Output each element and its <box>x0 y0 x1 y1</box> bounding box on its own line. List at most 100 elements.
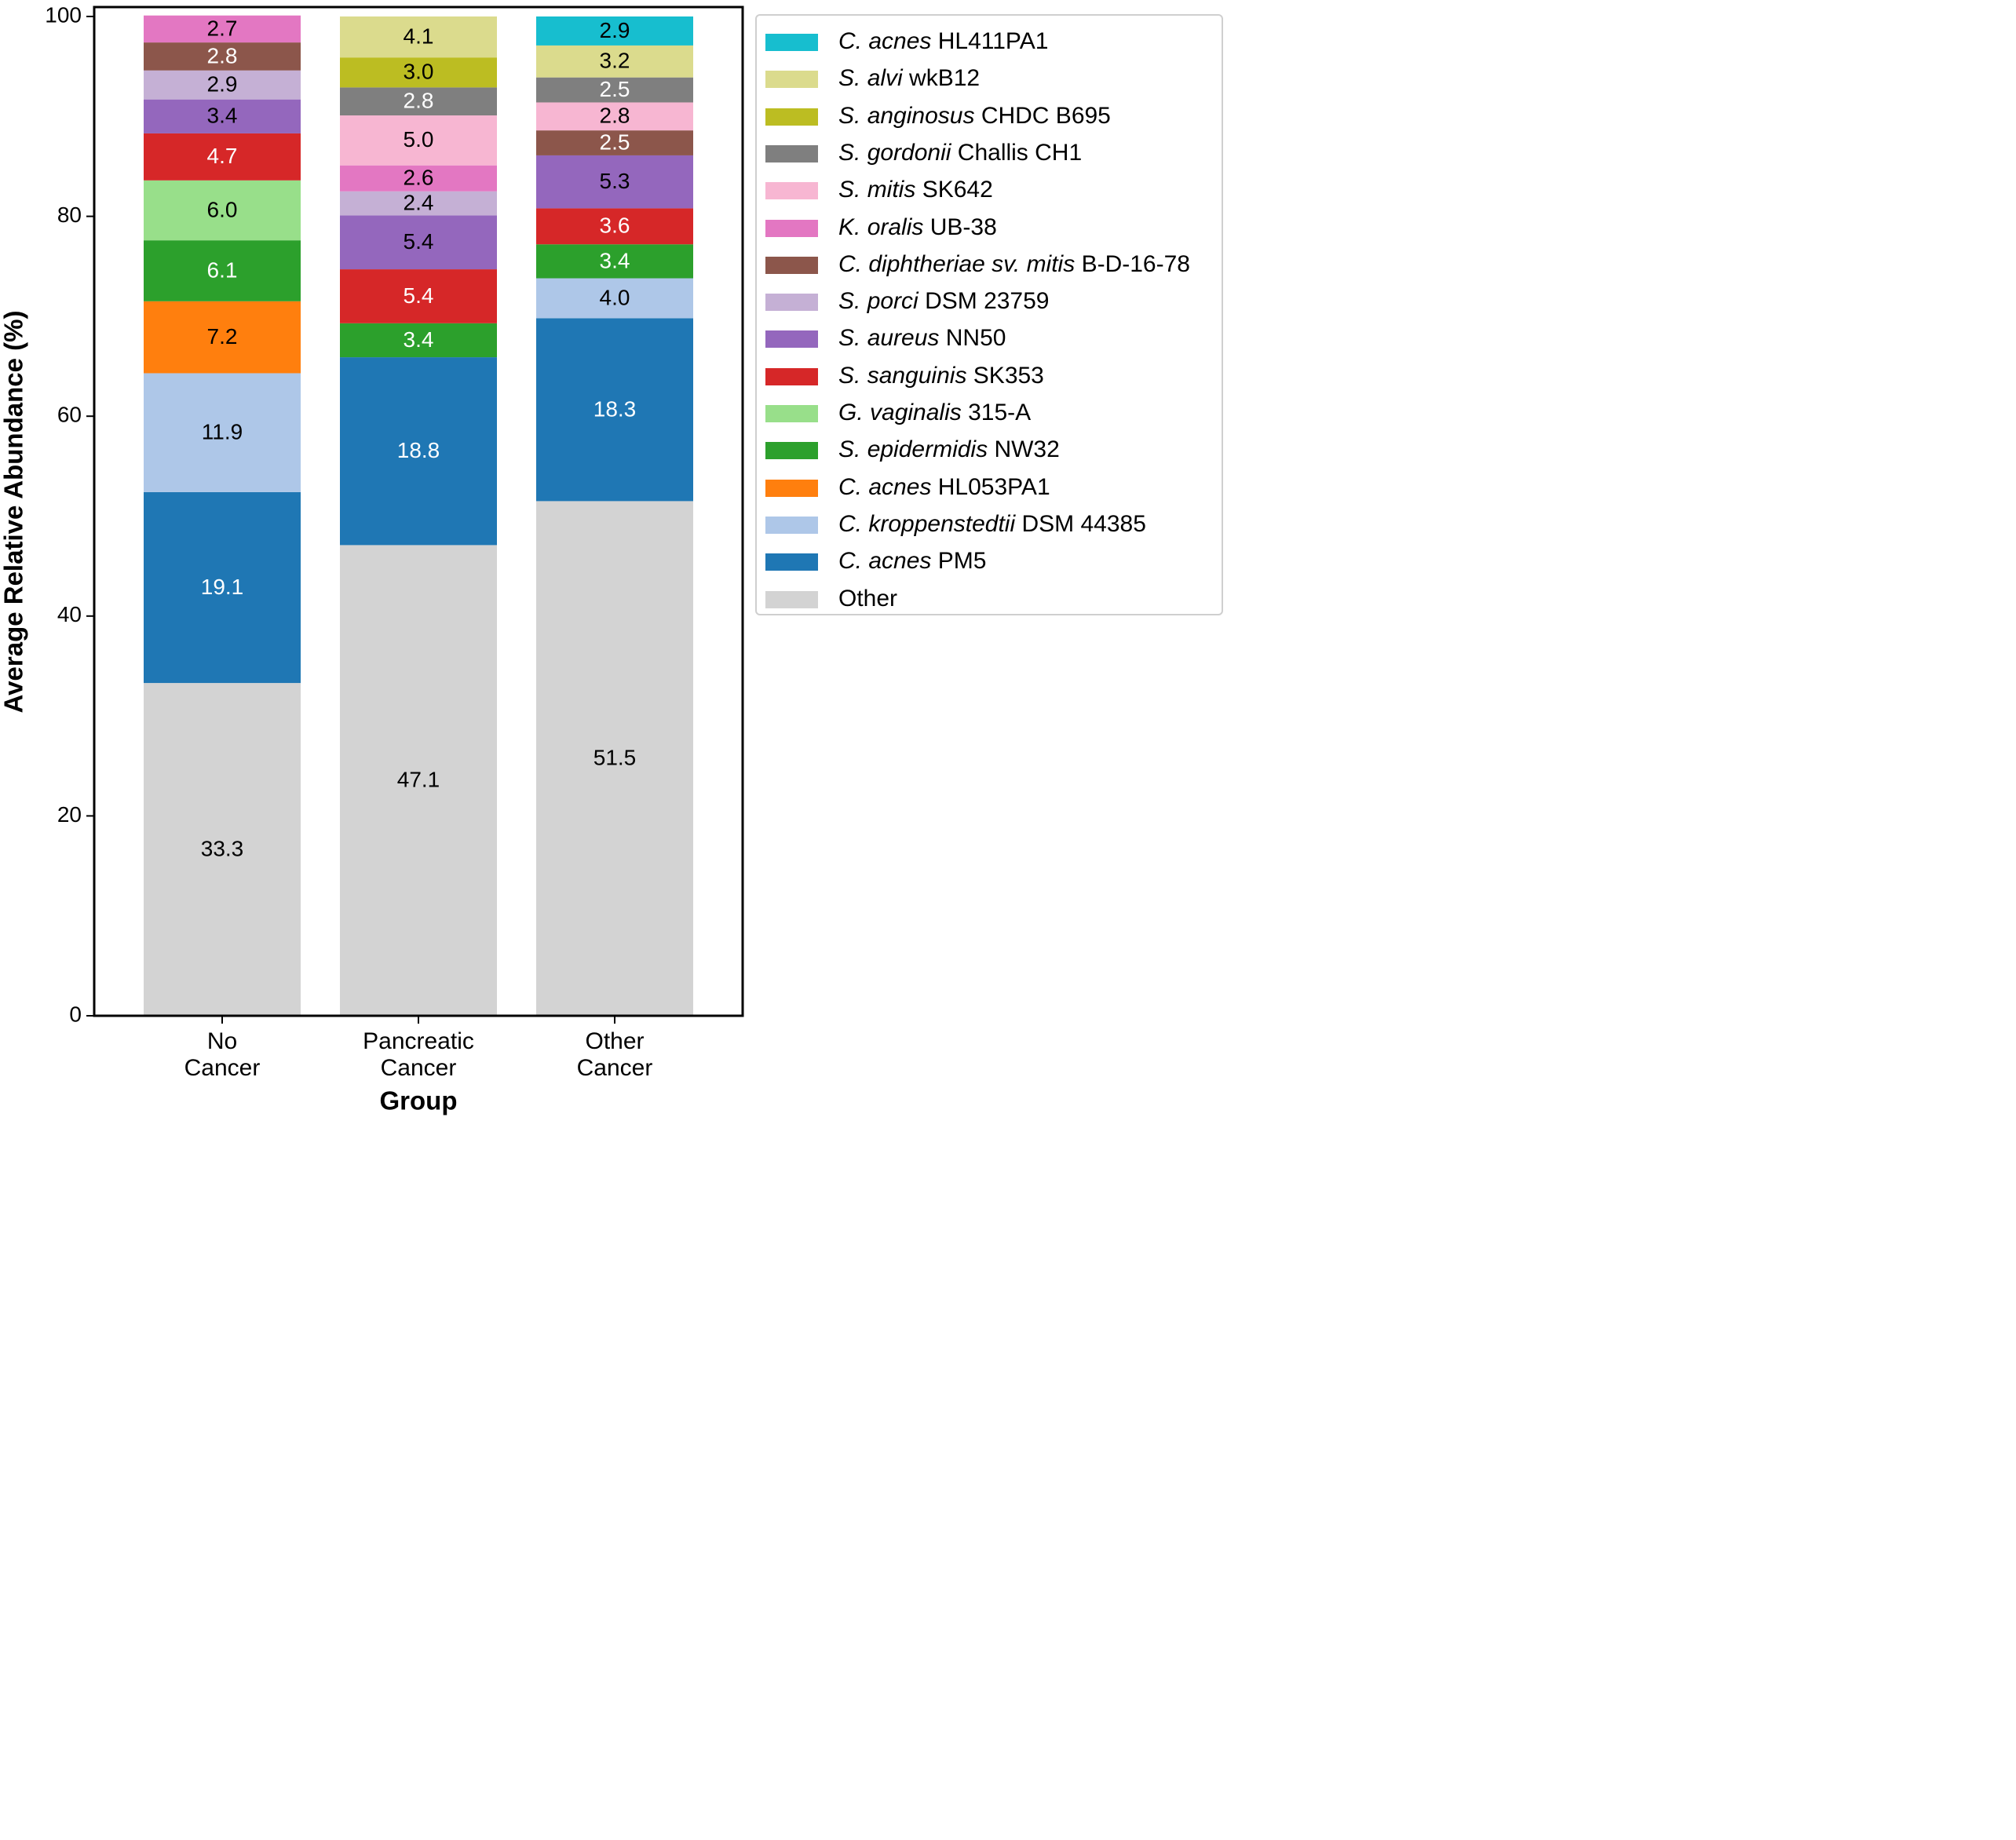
x-axis-title: Group <box>380 1086 458 1115</box>
bar-segment <box>144 70 301 100</box>
legend-label: C. acnes PM5 <box>838 546 986 577</box>
data-label: 5.3 <box>600 169 630 193</box>
data-label: 2.8 <box>600 104 630 128</box>
legend-item: C. diphtheriae sv. mitis B-D-16-78 <box>765 249 1221 280</box>
legend-genus: S. <box>838 102 867 129</box>
data-label: 2.9 <box>600 18 630 42</box>
legend-strain: DSM 44385 <box>1021 510 1146 537</box>
data-label: 5.4 <box>404 229 434 254</box>
data-label: 33.3 <box>201 836 244 860</box>
legend-label: C. kroppenstedtii DSM 44385 <box>838 509 1146 540</box>
data-label: 6.1 <box>207 257 238 282</box>
bar-segment <box>144 301 301 374</box>
bar-segment <box>340 191 497 216</box>
bar-segment <box>536 155 693 209</box>
y-axis: 0 20 40 60 80 100 <box>45 2 94 1026</box>
x-tick-label-line: Pancreatic <box>363 1028 474 1054</box>
bar-segment <box>340 87 497 116</box>
legend-species: sanguinis <box>867 362 967 389</box>
y-tick-label: 20 <box>57 802 82 827</box>
x-tick-label-line: Cancer <box>184 1055 261 1081</box>
bar-segment <box>340 57 497 88</box>
legend-strain: DSM 23759 <box>925 288 1050 315</box>
data-label: 18.8 <box>397 438 440 462</box>
bar-segment <box>340 16 497 58</box>
legend-label: Other <box>838 583 897 615</box>
legend-strain: UB-38 <box>929 214 997 240</box>
data-label: 19.1 <box>201 575 244 599</box>
x-tick-label-line: No <box>207 1028 237 1054</box>
y-tick-label: 80 <box>57 203 82 227</box>
legend-genus: S. <box>838 177 867 203</box>
legend-label: S. epidermidis NW32 <box>838 434 1060 465</box>
legend-strain: 315-A <box>968 400 1032 425</box>
bar-segment <box>536 501 693 1016</box>
legend-swatch <box>765 294 818 312</box>
legend-genus: C. <box>838 28 869 54</box>
legend-swatch <box>765 590 818 608</box>
data-label: 2.8 <box>404 89 434 113</box>
legend-label: S. sanguinis SK353 <box>838 360 1044 392</box>
data-label: 3.4 <box>600 248 630 272</box>
legend-species: acnes <box>868 548 932 575</box>
bar-segment <box>536 77 693 103</box>
legend-strain: Challis CH1 <box>957 139 1083 166</box>
legend-item: C. kroppenstedtii DSM 44385 <box>765 509 1221 540</box>
legend-label: S. aureus NN50 <box>838 323 1006 354</box>
legend-genus: C. <box>838 250 869 277</box>
legend-item: S. mitis SK642 <box>765 174 1221 206</box>
data-label: 4.1 <box>404 24 434 48</box>
legend-species: diphtheriae sv. mitis <box>868 250 1076 277</box>
legend-swatch <box>765 479 818 497</box>
legend-swatch <box>765 144 818 162</box>
bar-segment <box>144 180 301 241</box>
legend-label: S. gordonii Challis CH1 <box>838 137 1082 169</box>
legend-strain: SK642 <box>922 177 993 203</box>
legend-item: S. gordonii Challis CH1 <box>765 137 1221 169</box>
x-tick-label: Other Cancer <box>577 1028 653 1081</box>
legend-item: C. acnes HL411PA1 <box>765 26 1221 57</box>
legend-item: G. vaginalis 315-A <box>765 397 1221 429</box>
legend-species: epidermidis <box>867 436 988 463</box>
legend-item: S. anginosus CHDC B695 <box>765 100 1221 132</box>
legend-species: acnes <box>868 473 932 500</box>
bar-segment <box>340 545 497 1016</box>
bars-layer <box>144 15 693 1016</box>
legend-strain: NN50 <box>945 325 1006 352</box>
legend-swatch <box>765 516 818 534</box>
data-label: 7.2 <box>207 324 238 349</box>
x-tick-label-line: Other <box>585 1028 644 1054</box>
legend-swatch <box>765 34 818 51</box>
legend-item: C. acnes HL053PA1 <box>765 472 1221 503</box>
bar-segment <box>340 115 497 166</box>
chart-legend: C. acnes HL411PA1 S. alvi wkB12 S. anginos… <box>755 14 1223 615</box>
legend-swatch <box>765 108 818 126</box>
legend-species: porci <box>867 288 919 315</box>
data-label: 2.7 <box>207 16 238 40</box>
data-label: 3.0 <box>404 60 434 84</box>
data-label: 6.0 <box>207 197 238 221</box>
data-label: 3.2 <box>600 49 630 73</box>
x-tick-label-line: Cancer <box>381 1055 457 1081</box>
data-label: 2.8 <box>207 43 238 68</box>
y-tick-label: 100 <box>45 2 82 27</box>
legend-swatch <box>765 367 818 385</box>
legend-swatch <box>765 219 818 237</box>
legend-genus: K. <box>838 214 867 240</box>
bar-segment <box>536 130 693 155</box>
legend-label: G. vaginalis 315-A <box>838 397 1031 429</box>
legend-swatch <box>765 553 818 571</box>
legend-species: mitis <box>867 177 916 203</box>
legend-item: S. aureus NN50 <box>765 323 1221 354</box>
data-label: 4.0 <box>600 285 630 309</box>
legend-strain: Other <box>838 585 898 612</box>
bar-segment <box>340 269 497 323</box>
legend-label: S. mitis SK642 <box>838 174 993 206</box>
legend-label: C. diphtheriae sv. mitis B-D-16-78 <box>838 249 1190 280</box>
legend-label: K. oralis UB-38 <box>838 212 997 243</box>
legend-strain: HL053PA1 <box>937 473 1050 500</box>
legend-genus: S. <box>838 288 867 315</box>
data-label: 3.4 <box>404 327 434 352</box>
legend-item: K. oralis UB-38 <box>765 212 1221 243</box>
